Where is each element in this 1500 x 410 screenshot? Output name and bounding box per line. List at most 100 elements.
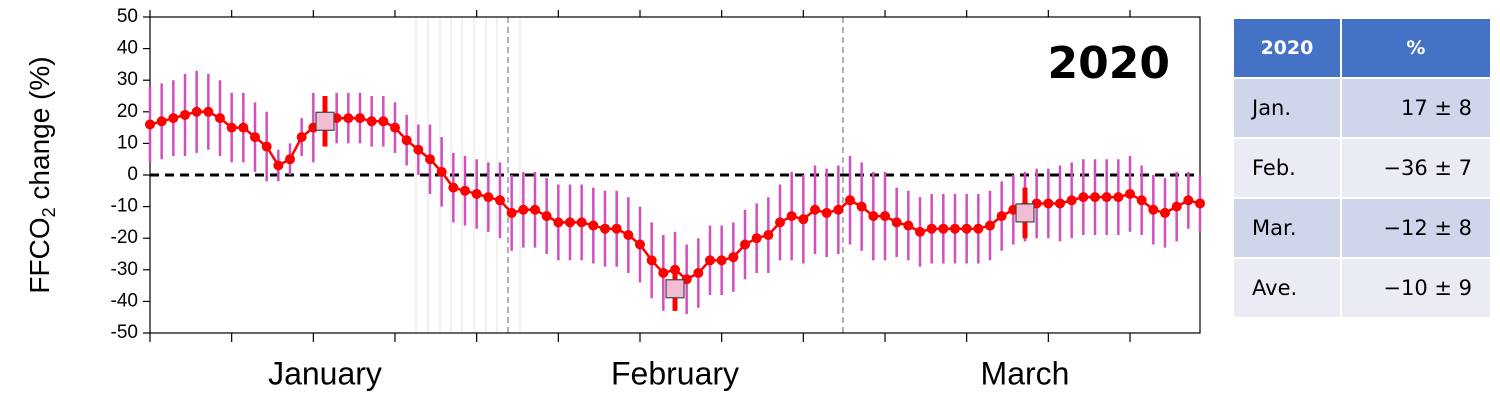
point xyxy=(250,132,260,143)
cell: Ave. xyxy=(1232,257,1342,319)
point xyxy=(623,230,634,241)
point xyxy=(635,239,645,250)
point xyxy=(425,154,435,165)
point xyxy=(1148,204,1159,215)
point xyxy=(215,113,225,124)
summary-table: 2020% Jan. 17 ± 8 Feb. −36 ± 7 Mar. −12 ± 8… xyxy=(1232,17,1493,319)
cell: −12 ± 8 xyxy=(1339,197,1493,259)
y-tick-label: 30 xyxy=(117,69,138,90)
y-label-rest: change (%) xyxy=(24,56,55,207)
x-tick-label: January xyxy=(268,355,382,391)
point xyxy=(168,113,179,124)
point xyxy=(1113,192,1124,203)
point xyxy=(471,188,482,199)
point xyxy=(1183,195,1194,206)
point xyxy=(576,217,587,228)
mean-marker xyxy=(1015,203,1035,223)
point xyxy=(716,255,727,266)
chart: 2020 FFCO2 change (%) -50 -40 -30 -20 -10 0 10… xyxy=(24,6,1205,391)
y-label-sub: 2 xyxy=(39,207,59,217)
point xyxy=(226,122,237,133)
point xyxy=(238,122,249,133)
cell: Feb. xyxy=(1232,137,1342,199)
y-tick-label: 50 xyxy=(117,6,138,27)
point xyxy=(273,160,284,171)
y-tick-label: 20 xyxy=(117,101,138,122)
y-tick-label: 0 xyxy=(127,164,138,185)
point xyxy=(518,204,529,215)
point xyxy=(436,166,447,177)
annotation: 2020 xyxy=(1048,38,1170,89)
y-tick-label: -30 xyxy=(111,259,138,280)
header-cell: % xyxy=(1339,17,1493,79)
point xyxy=(366,116,377,127)
point xyxy=(1101,192,1112,203)
header-cell: 2020 xyxy=(1232,17,1342,79)
y-tick-label: -20 xyxy=(111,227,138,248)
point xyxy=(495,195,505,206)
point xyxy=(786,211,797,222)
mean-marker xyxy=(315,111,335,131)
point xyxy=(740,239,750,250)
cell: −10 ± 9 xyxy=(1339,257,1493,319)
point xyxy=(1043,198,1054,209)
y-tick-label: -50 xyxy=(111,322,138,343)
point xyxy=(448,182,459,193)
mean-marker xyxy=(665,279,685,299)
point xyxy=(588,220,599,231)
point xyxy=(915,226,925,237)
point xyxy=(378,116,389,127)
point xyxy=(1055,198,1065,209)
point xyxy=(460,185,470,196)
point xyxy=(985,220,995,231)
point xyxy=(296,132,307,143)
point xyxy=(868,211,879,222)
x-tick-label: February xyxy=(611,355,739,391)
point xyxy=(413,144,424,155)
table-row: Feb. −36 ± 7 xyxy=(1232,137,1493,199)
point xyxy=(728,252,739,263)
point xyxy=(891,217,902,228)
point xyxy=(705,255,715,266)
point xyxy=(693,267,704,278)
point xyxy=(856,201,867,212)
y-tick-label: 10 xyxy=(117,132,138,153)
cell: Mar. xyxy=(1232,197,1342,259)
point xyxy=(1090,192,1100,203)
point xyxy=(1125,188,1135,199)
point xyxy=(530,204,540,215)
point xyxy=(401,135,412,146)
point xyxy=(880,211,890,222)
point xyxy=(961,223,972,234)
point xyxy=(600,223,610,234)
point xyxy=(355,113,365,124)
x-tick-label: March xyxy=(981,355,1070,391)
point xyxy=(950,223,960,234)
table-row: Ave. −10 ± 9 xyxy=(1232,257,1493,319)
cell: Jan. xyxy=(1232,77,1342,139)
y-axis-title: FFCO2 change (%) xyxy=(24,56,58,293)
point xyxy=(1078,192,1089,203)
point xyxy=(798,214,809,225)
point xyxy=(973,223,984,234)
point xyxy=(145,119,155,130)
y-tick-label: 40 xyxy=(117,38,138,59)
point xyxy=(541,211,552,222)
point xyxy=(261,141,272,152)
point xyxy=(553,217,564,228)
table-row: Mar. −12 ± 8 xyxy=(1232,197,1493,259)
point xyxy=(658,267,669,278)
point xyxy=(996,211,1007,222)
point xyxy=(1066,195,1077,206)
point xyxy=(903,220,914,231)
point xyxy=(611,223,622,234)
point xyxy=(203,106,214,117)
table-row: Jan. 17 ± 8 xyxy=(1232,77,1493,139)
point xyxy=(1195,198,1205,209)
point xyxy=(833,204,844,215)
point xyxy=(285,154,295,165)
y-tick-label: -40 xyxy=(111,290,138,311)
point xyxy=(821,207,832,218)
point xyxy=(845,195,855,206)
